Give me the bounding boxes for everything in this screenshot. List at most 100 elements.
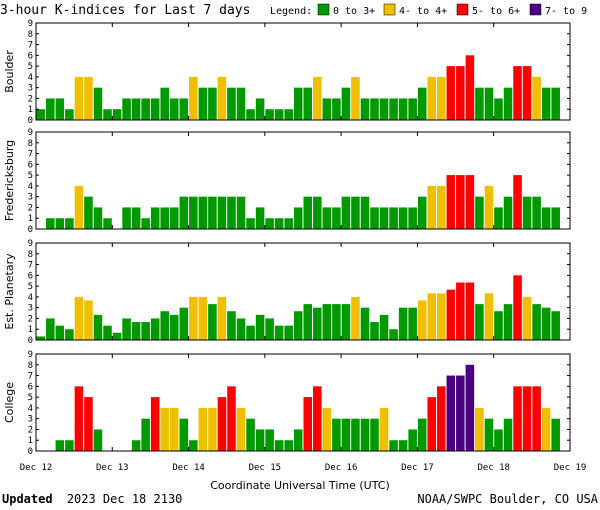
y-tick-label: 8: [28, 30, 33, 40]
bar: [551, 207, 560, 229]
bar: [93, 314, 103, 340]
bar: [46, 318, 55, 340]
updated-value: 2023 Dec 18 2130: [67, 492, 183, 506]
bar: [322, 98, 332, 120]
bar: [475, 196, 484, 229]
bar: [513, 275, 522, 340]
bar: [341, 418, 351, 451]
panel-label: Est. Planetary: [3, 253, 16, 330]
y-tick-label: 0: [28, 447, 33, 457]
legend-entry: 7- to 9: [545, 6, 587, 17]
bar: [255, 314, 265, 340]
y-tick-label: 0: [28, 225, 33, 235]
bar: [446, 375, 456, 451]
chart-title: 3-hour K-indices for Last 7 days: [0, 3, 250, 18]
bar: [475, 407, 484, 451]
legend-entry: 4- to 4+: [399, 6, 447, 17]
bar: [208, 196, 217, 229]
bar: [284, 325, 293, 340]
bar: [341, 87, 351, 120]
y-tick-label: 1: [28, 325, 33, 335]
legend-swatch: [456, 3, 469, 16]
bar: [551, 418, 560, 451]
bar: [255, 207, 265, 229]
x-tick-label: Dec 19: [554, 463, 587, 473]
legend-entry: 0 to 3+: [333, 6, 375, 17]
bar: [370, 98, 379, 120]
bar: [236, 407, 246, 451]
bar: [389, 329, 398, 340]
bar: [341, 304, 351, 340]
bar: [246, 325, 255, 340]
y-tick-label: 2: [28, 203, 33, 213]
bar: [408, 429, 417, 451]
legend-label: Legend:: [270, 6, 312, 17]
bar: [217, 397, 227, 451]
bar: [198, 87, 208, 120]
updated-label: Updated: [2, 492, 53, 506]
bar: [293, 311, 303, 340]
y-tick-label: 5: [28, 282, 33, 292]
y-tick-label: 7: [28, 372, 33, 382]
bar: [179, 196, 189, 229]
bar: [398, 98, 408, 120]
bar: [456, 66, 465, 120]
y-tick-label: 6: [28, 382, 33, 392]
bar: [551, 311, 560, 340]
bar: [398, 207, 408, 229]
bar: [255, 429, 265, 451]
bar: [503, 304, 513, 340]
bar: [303, 196, 313, 229]
bar: [513, 386, 522, 451]
bar: [150, 318, 160, 340]
bar: [179, 307, 189, 340]
y-tick-label: 4: [28, 293, 33, 303]
bar: [427, 293, 436, 340]
bar: [217, 196, 227, 229]
bar: [532, 304, 541, 340]
bar: [179, 98, 189, 120]
bar: [427, 397, 436, 451]
y-tick-label: 5: [28, 171, 33, 181]
bar: [65, 218, 74, 229]
bar: [150, 98, 160, 120]
bar: [522, 66, 532, 120]
bar: [313, 76, 322, 120]
bar: [408, 98, 417, 120]
bar: [513, 66, 522, 120]
x-tick-label: Dec 16: [325, 463, 358, 473]
bar: [217, 296, 227, 340]
y-tick-label: 7: [28, 261, 33, 271]
y-tick-label: 1: [28, 105, 33, 115]
bar: [303, 304, 313, 340]
panels: 0123456789Boulder0123456789Fredericksbur…: [3, 19, 571, 457]
bar: [360, 307, 370, 340]
bar: [351, 418, 360, 451]
bar: [303, 397, 313, 451]
bar: [332, 304, 341, 340]
bar: [370, 418, 379, 451]
bar: [189, 440, 198, 451]
bar: [284, 440, 293, 451]
y-tick-label: 3: [28, 193, 33, 203]
bar: [313, 386, 322, 451]
y-tick-label: 0: [28, 116, 33, 126]
bar: [341, 196, 351, 229]
y-tick-label: 4: [28, 182, 33, 192]
bar: [332, 207, 341, 229]
x-tick-label: Dec 13: [96, 463, 129, 473]
bar: [265, 318, 274, 340]
bar: [522, 296, 532, 340]
y-tick-label: 2: [28, 94, 33, 104]
bar: [141, 418, 150, 451]
bar: [408, 207, 417, 229]
bar: [379, 407, 389, 451]
bar: [112, 332, 122, 340]
bar: [389, 98, 398, 120]
bar: [351, 296, 360, 340]
bar: [236, 87, 246, 120]
bar: [84, 300, 93, 340]
bar: [227, 196, 236, 229]
bar: [93, 429, 103, 451]
